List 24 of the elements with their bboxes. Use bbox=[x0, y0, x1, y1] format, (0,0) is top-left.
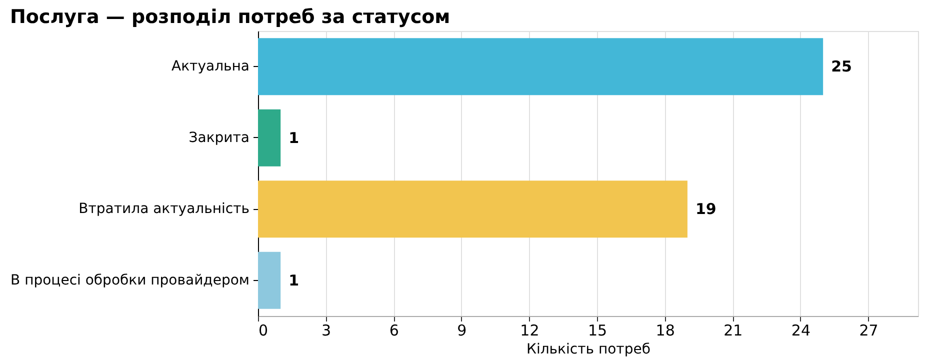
x-tick-label: 24 bbox=[791, 322, 811, 340]
y-tick-label: Актуальна bbox=[172, 58, 250, 75]
x-tick-label: 0 bbox=[258, 322, 268, 340]
bar bbox=[258, 109, 281, 166]
bar bbox=[258, 38, 824, 96]
data-label: 19 bbox=[695, 200, 716, 218]
y-tick-label: В процесі обробки провайдером bbox=[10, 272, 250, 288]
data-label: 1 bbox=[288, 271, 300, 290]
bar bbox=[258, 252, 281, 309]
x-axis-title: Кількість потреб bbox=[526, 342, 650, 358]
x-tick-label: 9 bbox=[457, 322, 467, 340]
data-label: 25 bbox=[831, 58, 852, 76]
x-tick-label: 6 bbox=[389, 322, 399, 340]
chart-title: Послуга — розподіл потреб за статусом bbox=[10, 6, 450, 28]
y-tick-label: Закрита bbox=[188, 130, 250, 146]
y-tick-label: Втратила актуальність bbox=[78, 201, 250, 218]
x-tick-label: 21 bbox=[724, 322, 743, 340]
x-tick-label: 15 bbox=[588, 322, 608, 340]
data-label: 1 bbox=[288, 128, 300, 147]
x-tick-label: 12 bbox=[520, 322, 540, 340]
bar bbox=[258, 180, 688, 238]
x-tick-label: 27 bbox=[859, 322, 878, 340]
x-tick-label: 18 bbox=[656, 322, 675, 340]
x-tick-label: 3 bbox=[322, 322, 332, 340]
